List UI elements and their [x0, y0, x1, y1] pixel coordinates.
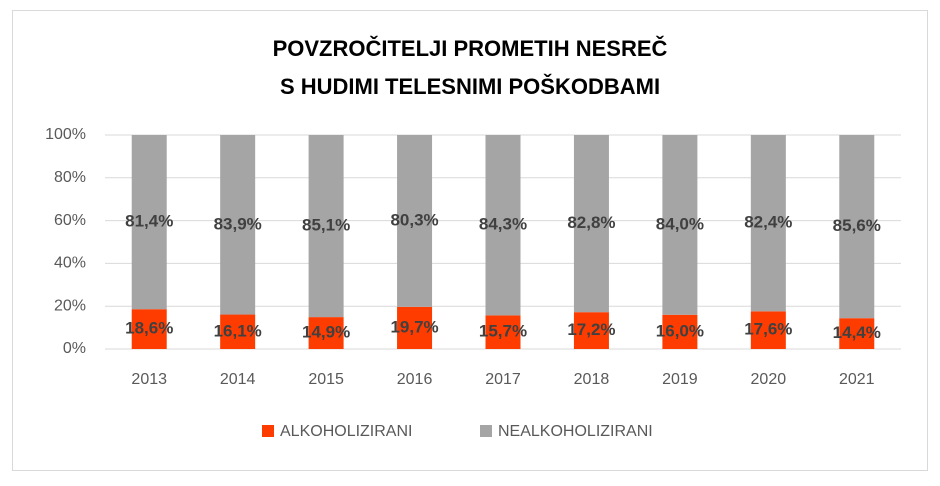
data-label: 85,6% — [833, 216, 881, 235]
bar-segment — [573, 312, 609, 349]
chart-title: S HUDIMI TELESNIMI POŠKODBAMI — [280, 74, 660, 99]
data-label: 80,3% — [390, 210, 438, 229]
bar-segment — [750, 135, 786, 312]
data-label: 85,1% — [302, 216, 350, 235]
x-tick-label: 2017 — [485, 371, 521, 388]
y-tick-label: 20% — [54, 297, 86, 314]
data-label: 81,4% — [125, 212, 173, 231]
legend-swatch — [480, 425, 492, 437]
y-tick-label: 0% — [63, 340, 86, 357]
x-tick-label: 2014 — [220, 371, 256, 388]
legend-swatch — [262, 425, 274, 437]
chart-title: POVZROČITELJI PROMETIH NESREČ — [273, 36, 668, 61]
data-label: 84,0% — [656, 214, 704, 233]
data-label: 18,6% — [125, 319, 173, 338]
data-label: 15,7% — [479, 322, 527, 341]
y-tick-label: 60% — [54, 212, 86, 229]
x-tick-label: 2021 — [839, 371, 875, 388]
bar-segment — [662, 314, 698, 349]
bar-segment — [839, 135, 875, 319]
data-label: 83,9% — [214, 214, 262, 233]
data-label: 17,2% — [567, 320, 615, 339]
bar-segment — [131, 309, 167, 349]
bar-segment — [131, 135, 167, 310]
data-label: 14,4% — [833, 323, 881, 342]
x-tick-label: 2013 — [131, 371, 167, 388]
bar-segment — [750, 311, 786, 349]
x-tick-label: 2015 — [308, 371, 344, 388]
legend-label: ALKOHOLIZIRANI — [280, 423, 412, 440]
bar-segment — [308, 317, 344, 349]
x-tick-label: 2016 — [397, 371, 433, 388]
data-label: 84,3% — [479, 215, 527, 234]
bar-segment — [662, 135, 698, 315]
y-tick-label: 40% — [54, 255, 86, 272]
data-label: 16,1% — [214, 321, 262, 340]
data-label: 82,4% — [744, 213, 792, 232]
data-label: 19,7% — [390, 317, 438, 336]
bar-segment — [397, 135, 433, 307]
x-tick-label: 2020 — [751, 371, 787, 388]
x-tick-label: 2018 — [574, 371, 610, 388]
legend-label: NEALKOHOLIZIRANI — [498, 423, 653, 440]
data-label: 17,6% — [744, 320, 792, 339]
bar-segment — [839, 318, 875, 349]
bar-segment — [485, 135, 521, 316]
bar-segment — [485, 315, 521, 349]
data-label: 14,9% — [302, 323, 350, 342]
bar-segment — [397, 306, 433, 349]
bar-segment — [220, 314, 256, 349]
bar-segment — [220, 135, 256, 315]
data-label: 82,8% — [567, 213, 615, 232]
bar-segment — [308, 135, 344, 318]
data-label: 16,0% — [656, 321, 704, 340]
y-tick-label: 80% — [54, 169, 86, 186]
bar-segment — [573, 135, 609, 313]
x-tick-label: 2019 — [662, 371, 698, 388]
y-tick-label: 100% — [45, 126, 86, 143]
